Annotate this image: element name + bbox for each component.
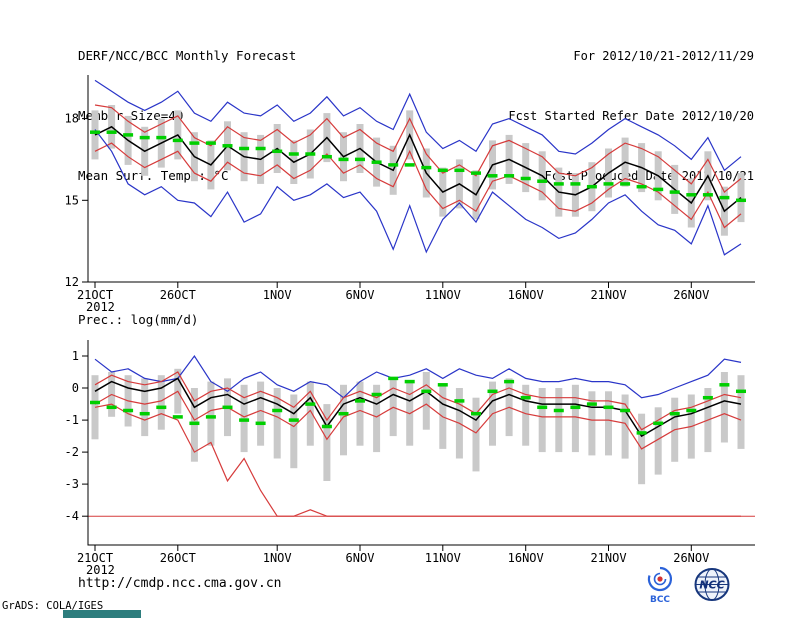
precipitation-ensemble-mean-line [94, 377, 742, 438]
footer-url: http://cmdp.ncc.cma.gov.cn [78, 576, 282, 591]
svg-text:26NOV: 26NOV [673, 551, 709, 565]
svg-text:11NOV: 11NOV [425, 288, 461, 302]
temperature-minus-std-line [94, 142, 742, 229]
svg-text:0: 0 [72, 381, 79, 395]
svg-text:16NOV: 16NOV [508, 551, 544, 565]
temperature-ensemble-max-line [94, 79, 742, 172]
svg-text:21OCT: 21OCT [77, 288, 113, 302]
temperature-plus-std-line [94, 104, 742, 194]
ncc-globe-icon [694, 568, 730, 601]
svg-text:15: 15 [65, 193, 79, 207]
bcc-logo: BCC [647, 566, 672, 605]
svg-text:21OCT: 21OCT [77, 551, 113, 565]
precipitation-ensemble-min-line [94, 403, 741, 517]
precipitation-ensemble-max-line [94, 354, 742, 399]
svg-text:-1: -1 [65, 413, 79, 427]
precipitation-axes [87, 340, 755, 546]
svg-text:1NOV: 1NOV [263, 551, 292, 565]
svg-text:18: 18 [65, 112, 79, 126]
svg-text:26OCT: 26OCT [160, 551, 196, 565]
ncc-logo-label: NCC [699, 579, 724, 592]
bcc-swirl-icon [647, 566, 672, 592]
precipitation-minus-std-line [94, 390, 742, 450]
precipitation-panel: 1 0 -1 -2 -3 -4 21OCT 26OCT 1NOV 6NOV 11NOV 16NOV 21… [65, 340, 755, 577]
svg-text:1: 1 [72, 349, 79, 363]
svg-text:26OCT: 26OCT [160, 288, 196, 302]
bcc-center-dot-icon [657, 576, 663, 582]
refer-date-label: Fcst Started Refer Date 2012/10/20 [508, 109, 754, 123]
window-edge-strip [63, 610, 141, 618]
ncc-logo: NCC [694, 568, 730, 601]
precip-variable-label: Prec.: log(mm/d) [78, 312, 199, 327]
temperature-ensemble-mean-line [94, 125, 742, 213]
svg-text:-4: -4 [65, 509, 79, 523]
svg-text:26NOV: 26NOV [673, 288, 709, 302]
svg-text:6NOV: 6NOV [346, 288, 375, 302]
temperature-ensemble-min-line [94, 129, 742, 256]
svg-text:11NOV: 11NOV [425, 551, 461, 565]
precipitation-axis-labels: 1 0 -1 -2 -3 -4 21OCT 26OCT 1NOV 6NOV 11NOV 16NOV 21… [65, 349, 710, 577]
svg-text:21NOV: 21NOV [590, 288, 626, 302]
svg-text:-3: -3 [65, 477, 79, 491]
svg-text:21NOV: 21NOV [590, 551, 626, 565]
svg-text:1NOV: 1NOV [263, 288, 292, 302]
svg-text:2012: 2012 [86, 300, 115, 314]
svg-text:16NOV: 16NOV [508, 288, 544, 302]
precipitation-observation-dashes [90, 376, 746, 435]
svg-text:2012: 2012 [86, 563, 115, 577]
precipitation-plus-std-line [94, 371, 742, 431]
temperature-observation-dashes [90, 130, 746, 203]
chart-title: DERF/NCC/BCC Monthly Forecast [78, 48, 297, 63]
bcc-logo-label: BCC [650, 595, 670, 605]
svg-text:-2: -2 [65, 445, 79, 459]
svg-text:6NOV: 6NOV [346, 551, 375, 565]
svg-text:12: 12 [65, 275, 79, 289]
grads-credit: GrADS: COLA/IGES [2, 600, 104, 612]
forecast-range-label: For 2012/10/21-2012/11/29 [573, 49, 754, 63]
